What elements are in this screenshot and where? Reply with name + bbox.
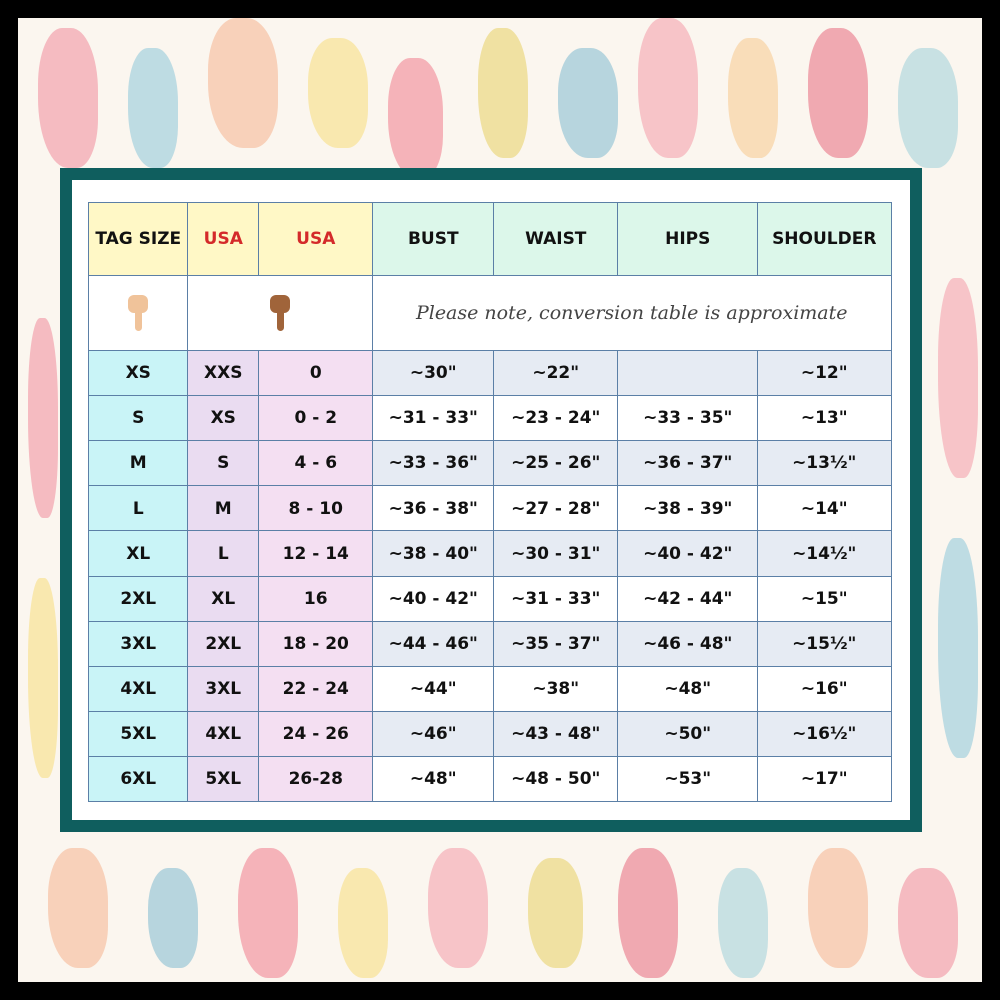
table-cell: ~43 - 48" xyxy=(493,710,619,758)
header-cell: SHOULDER xyxy=(757,202,892,277)
note-cell: Please note, conversion table is approxi… xyxy=(372,275,892,352)
table-cell: ~36 - 37" xyxy=(617,440,759,487)
table-cell: ~17" xyxy=(757,755,892,803)
table-cell: ~33 - 35" xyxy=(617,395,759,442)
table-cell: ~31 - 33" xyxy=(493,575,619,623)
table-cell: S xyxy=(187,440,260,487)
table-cell: 18 - 20 xyxy=(258,620,374,668)
table-cell: 2XL xyxy=(88,575,189,623)
table-cell: M xyxy=(187,485,260,532)
table-cell: XS xyxy=(187,395,260,442)
table-cell: ~25 - 26" xyxy=(493,440,619,487)
table-cell: ~44 - 46" xyxy=(372,620,495,668)
table-cell: ~38" xyxy=(493,665,619,713)
table-cell: XL xyxy=(187,575,260,623)
table-cell: L xyxy=(88,485,189,532)
table-cell: ~27 - 28" xyxy=(493,485,619,532)
table-cell: 4XL xyxy=(187,710,260,758)
header-cell: WAIST xyxy=(493,202,619,277)
table-cell: ~48" xyxy=(617,665,759,713)
table-cell: ~46 - 48" xyxy=(617,620,759,668)
table-cell: ~33 - 36" xyxy=(372,440,495,487)
table-cell: XL xyxy=(88,530,189,577)
table-cell: ~15" xyxy=(757,575,892,623)
pointing-hand-icon xyxy=(128,295,149,332)
table-cell: S xyxy=(88,395,189,442)
table-cell: ~50" xyxy=(617,710,759,758)
table-cell: ~44" xyxy=(372,665,495,713)
table-cell: ~38 - 40" xyxy=(372,530,495,577)
table-cell: ~14½" xyxy=(757,530,892,577)
table-cell: ~46" xyxy=(372,710,495,758)
table-cell: ~22" xyxy=(493,350,619,397)
table-cell: ~23 - 24" xyxy=(493,395,619,442)
table-cell: 4 - 6 xyxy=(258,440,374,487)
table-cell: ~48" xyxy=(372,755,495,803)
table-cell: 5XL xyxy=(187,755,260,803)
table-cell: ~40 - 42" xyxy=(372,575,495,623)
table-cell: L xyxy=(187,530,260,577)
table-cell: ~31 - 33" xyxy=(372,395,495,442)
table-cell: 8 - 10 xyxy=(258,485,374,532)
header-cell: USA xyxy=(187,202,260,277)
table-cell: ~30 - 31" xyxy=(493,530,619,577)
table-cell: ~15½" xyxy=(757,620,892,668)
table-cell: XXS xyxy=(187,350,260,397)
pointing-hand-icon xyxy=(270,295,291,332)
table-cell: ~38 - 39" xyxy=(617,485,759,532)
table-cell: ~48 - 50" xyxy=(493,755,619,803)
table-cell: ~35 - 37" xyxy=(493,620,619,668)
header-cell: HIPS xyxy=(617,202,759,277)
table-cell: 3XL xyxy=(88,620,189,668)
table-cell: 6XL xyxy=(88,755,189,803)
table-cell: ~13½" xyxy=(757,440,892,487)
table-cell: M xyxy=(88,440,189,487)
table-cell xyxy=(617,350,759,397)
table-cell: 22 - 24 xyxy=(258,665,374,713)
table-cell: 5XL xyxy=(88,710,189,758)
header-cell: BUST xyxy=(372,202,495,277)
icon-cell xyxy=(187,275,374,352)
table-cell: 12 - 14 xyxy=(258,530,374,577)
table-cell: ~42 - 44" xyxy=(617,575,759,623)
table-cell: 26-28 xyxy=(258,755,374,803)
panel: TAG SIZE USA USA BUST WAIST HIPS SHOULDER Pleas… xyxy=(72,180,910,820)
table-cell: ~30" xyxy=(372,350,495,397)
table-cell: 3XL xyxy=(187,665,260,713)
table-cell: 0 - 2 xyxy=(258,395,374,442)
header-cell: TAG SIZE xyxy=(88,202,189,277)
table-cell: 0 xyxy=(258,350,374,397)
table-cell: 24 - 26 xyxy=(258,710,374,758)
table-cell: ~13" xyxy=(757,395,892,442)
table-cell: ~16" xyxy=(757,665,892,713)
table-cell: ~14" xyxy=(757,485,892,532)
table-cell: ~40 - 42" xyxy=(617,530,759,577)
table-cell: 2XL xyxy=(187,620,260,668)
table-cell: ~12" xyxy=(757,350,892,397)
table-cell: ~53" xyxy=(617,755,759,803)
table-cell: 16 xyxy=(258,575,374,623)
header-cell: USA xyxy=(258,202,374,277)
icon-cell xyxy=(88,275,189,352)
table-cell: 4XL xyxy=(88,665,189,713)
table-cell: ~36 - 38" xyxy=(372,485,495,532)
table-cell: ~16½" xyxy=(757,710,892,758)
table-cell: XS xyxy=(88,350,189,397)
